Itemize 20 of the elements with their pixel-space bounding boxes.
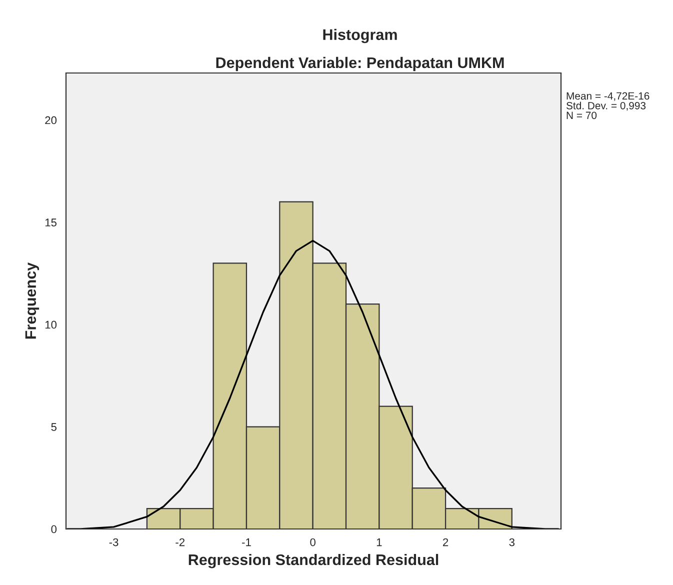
- y-tick-label: 20: [45, 116, 57, 124]
- x-tick-label: 1: [376, 538, 382, 546]
- x-tick-label: 2: [443, 538, 448, 546]
- x-tick-label: -3: [109, 538, 118, 546]
- y-tick-label: 0: [51, 525, 57, 534]
- y-tick-label: 10: [45, 320, 57, 329]
- line-series: [66, 240, 560, 529]
- x-tick-label: -2: [176, 538, 185, 546]
- x-axis-title: Regression Standardized Residual: [188, 554, 438, 568]
- chart-subtitle: Dependent Variable: Pendapatan UMKM: [216, 56, 504, 72]
- x-tick-label: 3: [509, 538, 514, 546]
- x-tick-label: -1: [242, 538, 251, 546]
- y-axis-title: Frequency: [25, 262, 40, 339]
- text: Mean = -4,72E-16: [566, 92, 650, 101]
- text: N = 70: [566, 112, 597, 120]
- x-tick-label: 0: [310, 538, 316, 546]
- text: Std. Dev. = 0,993: [566, 102, 646, 111]
- chart-title: Histogram: [323, 28, 397, 44]
- y-tick-label: 5: [51, 423, 57, 431]
- y-tick-label: 15: [45, 218, 57, 226]
